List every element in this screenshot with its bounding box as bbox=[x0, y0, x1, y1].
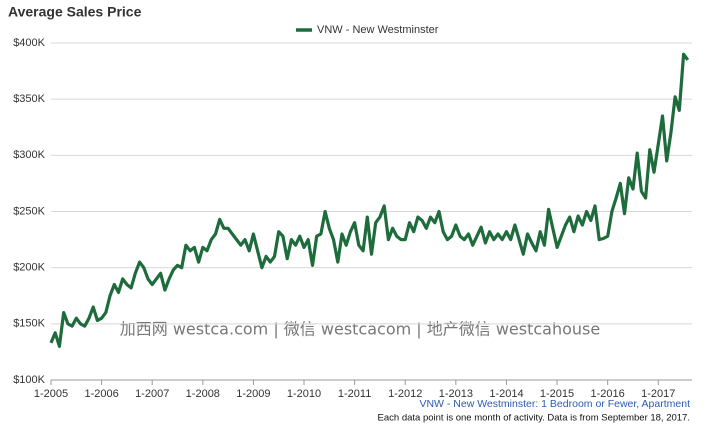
x-tick-label: 1-2012 bbox=[388, 388, 422, 400]
x-tick-label: 1-2008 bbox=[186, 388, 220, 400]
line-series bbox=[49, 52, 690, 348]
chart-note: VNW - New Westminster: 1 Bedroom or Fewe… bbox=[419, 398, 690, 410]
legend-label: VNW - New Westminster bbox=[317, 24, 439, 36]
y-tick-label: $300K bbox=[13, 149, 45, 161]
y-tick-label: $100K bbox=[13, 374, 45, 386]
y-tick-label: $200K bbox=[13, 262, 45, 274]
x-tick-label: 1-2005 bbox=[34, 388, 68, 400]
x-tick-label: 1-2014 bbox=[489, 388, 523, 400]
y-tick-label: $350K bbox=[13, 93, 45, 105]
chart-title: Average Sales Price bbox=[8, 4, 142, 20]
x-tick-label: 1-2013 bbox=[439, 388, 473, 400]
x-tick-label: 1-2017 bbox=[641, 388, 675, 400]
y-tick-label: $250K bbox=[13, 205, 45, 217]
x-tick-label: 1-2010 bbox=[287, 388, 321, 400]
x-tick-label: 1-2016 bbox=[591, 388, 625, 400]
chart-note: Each data point is one month of activity… bbox=[378, 413, 690, 424]
x-tick-label: 1-2006 bbox=[84, 388, 118, 400]
x-tick-label: 1-2011 bbox=[338, 388, 371, 400]
watermark: 加西网 westca.com | 微信 westcacom | 地产微信 wes… bbox=[120, 320, 601, 339]
x-tick-label: 1-2007 bbox=[135, 388, 169, 400]
x-tick-label: 1-2015 bbox=[540, 388, 574, 400]
y-tick-label: $400K bbox=[13, 37, 45, 49]
y-tick-label: $150K bbox=[13, 318, 45, 330]
x-tick-label: 1-2009 bbox=[236, 388, 270, 400]
